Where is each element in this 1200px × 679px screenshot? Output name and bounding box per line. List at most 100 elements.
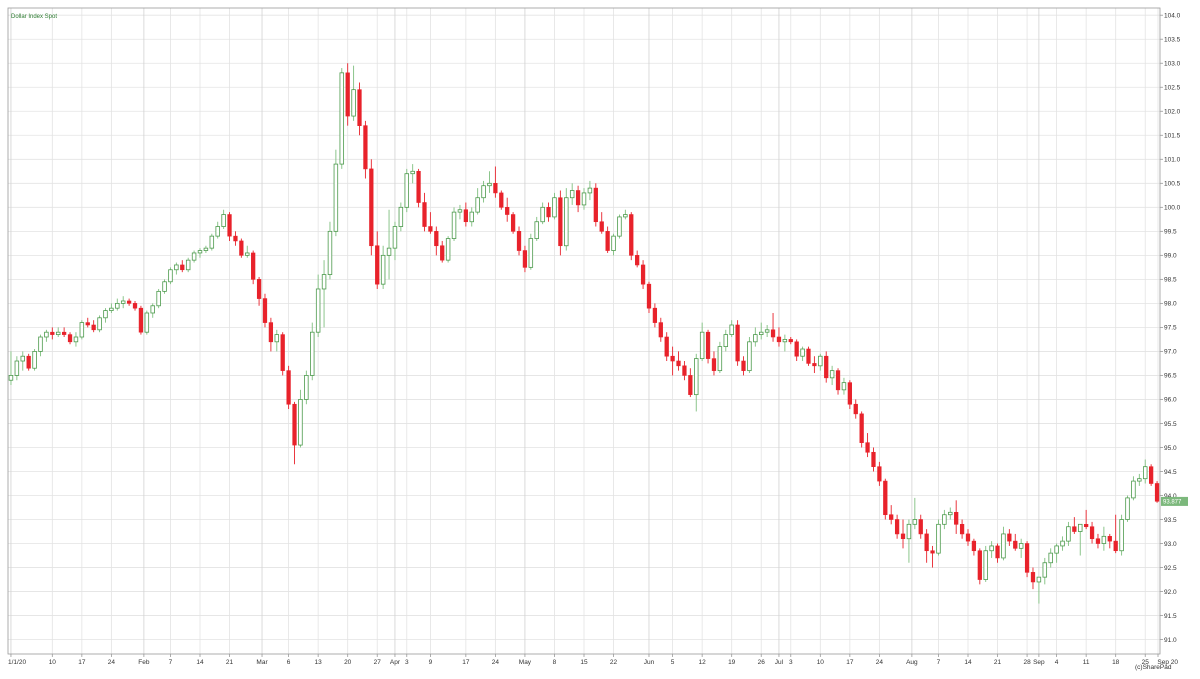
x-tick-label: May: [519, 659, 532, 666]
candle-body-down: [954, 512, 959, 525]
candle: [646, 281, 652, 313]
candle: [989, 541, 994, 558]
candle-body-up: [8, 375, 14, 381]
candle-body-up: [753, 334, 758, 343]
candle-body-down: [688, 375, 693, 395]
candle: [120, 296, 126, 309]
candle: [85, 317, 90, 328]
candle-body-up: [564, 197, 569, 247]
candle: [782, 334, 788, 352]
candle-body-up: [245, 252, 250, 256]
candle-body-down: [865, 442, 870, 453]
candle-body-up: [1131, 480, 1136, 499]
y-tick-label: 98.5: [1164, 277, 1177, 284]
candle: [440, 240, 445, 263]
x-tick-label: 28: [1023, 659, 1031, 666]
candle-body-up: [1125, 497, 1130, 520]
candle-body-up: [20, 355, 26, 362]
candle: [162, 279, 167, 294]
candle-body-up: [315, 288, 321, 333]
x-tick-label: 6: [287, 659, 291, 666]
candle: [274, 329, 280, 352]
candle: [233, 231, 238, 246]
candle: [262, 293, 268, 328]
candle: [168, 267, 173, 285]
candle-body-up: [144, 312, 150, 333]
candle: [717, 341, 723, 374]
candle-body-up: [1001, 533, 1006, 559]
candle: [298, 389, 303, 448]
candle-body-up: [569, 190, 575, 199]
candle-body-up: [457, 209, 463, 213]
candle: [221, 209, 226, 229]
candle-body-down: [652, 307, 658, 323]
candle: [853, 399, 858, 419]
candle-body-down: [1072, 526, 1077, 532]
candle-body-up: [197, 250, 203, 254]
y-tick-label: 94.5: [1164, 469, 1177, 476]
candle: [363, 120, 368, 179]
candle: [824, 351, 829, 383]
candle-body-up: [398, 206, 404, 227]
x-tick-label: 21: [226, 659, 234, 666]
candle: [185, 257, 191, 273]
candle-body-down: [428, 226, 433, 232]
candle: [575, 185, 581, 213]
candle-body-up: [1042, 562, 1048, 578]
candle-body-up: [203, 247, 209, 251]
candle: [126, 298, 132, 306]
candle-body-up: [44, 331, 49, 338]
x-tick-label: 12: [699, 659, 707, 666]
candle: [416, 168, 421, 208]
candle: [894, 514, 900, 539]
candle-body-up: [120, 300, 126, 304]
x-tick-label: 17: [462, 659, 470, 666]
candle-body-up: [79, 322, 85, 338]
last-price-box: [1161, 496, 1188, 506]
candle: [1042, 557, 1048, 585]
candle: [516, 226, 522, 256]
candle: [339, 68, 345, 169]
candle: [203, 245, 209, 253]
candle-body-down: [664, 336, 669, 357]
candle: [977, 548, 982, 585]
candle-body-down: [345, 72, 350, 117]
candle-body-up: [410, 170, 415, 175]
candle-body-down: [463, 209, 468, 223]
candle: [327, 221, 333, 280]
candle-body-up: [404, 173, 410, 208]
candle-body-up: [912, 519, 918, 525]
candle: [398, 202, 404, 232]
candle-body-up: [1101, 535, 1107, 544]
candle-body-down: [375, 245, 380, 285]
candle-body-up: [97, 317, 102, 331]
candle-body-up: [32, 351, 37, 369]
candle: [73, 332, 79, 347]
candle: [1036, 576, 1042, 604]
x-tick-label: 26: [758, 659, 766, 666]
candle-body-down: [85, 322, 90, 326]
candle-body-down: [1084, 524, 1089, 528]
x-tick-label: 9: [429, 659, 433, 666]
candle-body-down: [493, 183, 498, 194]
candle: [50, 327, 55, 340]
candle: [38, 334, 43, 357]
y-tick-label: 103.5: [1164, 37, 1181, 44]
candle: [699, 322, 705, 362]
candle: [1154, 481, 1160, 503]
candle-body-down: [292, 403, 297, 446]
candle-body-down: [233, 235, 238, 242]
candle: [428, 212, 433, 234]
candle-body-down: [499, 192, 504, 208]
candle-body-down: [1154, 483, 1160, 502]
candle: [688, 368, 693, 398]
candle-body-up: [948, 511, 953, 516]
candle-body-up: [469, 211, 474, 223]
candle: [741, 356, 746, 376]
candle-body-down: [280, 334, 285, 371]
candle-body-up: [103, 310, 108, 319]
candle: [26, 353, 31, 371]
candle-body-up: [115, 302, 120, 309]
candle-body-down: [505, 207, 510, 215]
candle: [1119, 514, 1124, 556]
